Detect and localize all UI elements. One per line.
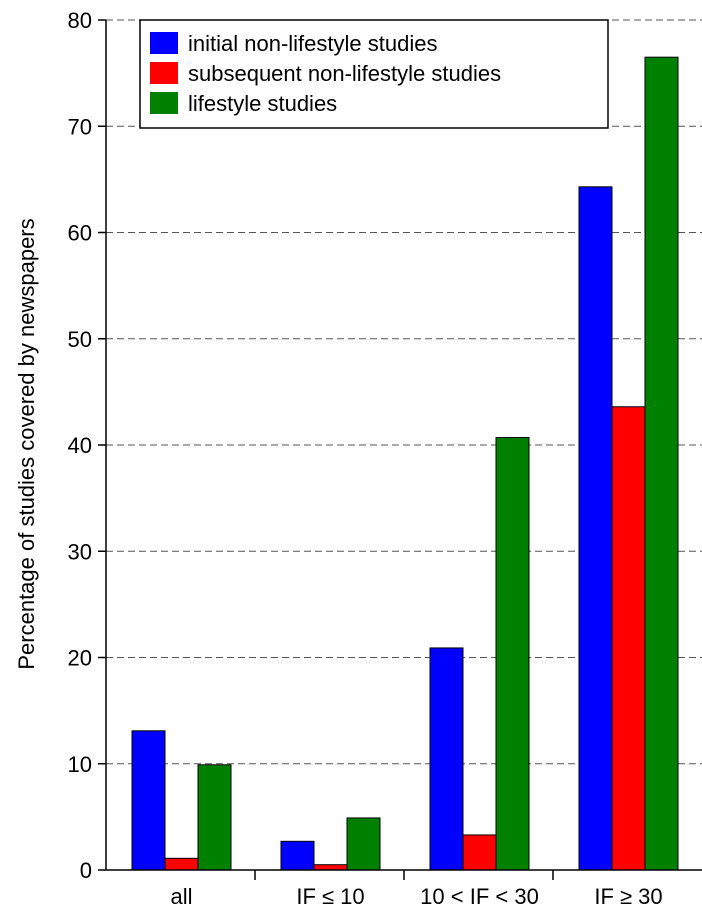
legend-label: initial non-lifestyle studies: [188, 31, 437, 56]
x-tick-label: IF ≥ 30: [594, 884, 662, 909]
x-tick-labels: all IF ≤ 10 10 < IF < 30 IF ≥ 30: [170, 884, 662, 909]
y-tick-label: 30: [68, 539, 92, 564]
bar: [578, 186, 613, 871]
y-tick-label: 10: [68, 752, 92, 777]
bar: [346, 817, 381, 871]
y-axis-title: Percentage of studies covered by newspap…: [14, 218, 39, 669]
legend-swatch: [150, 32, 178, 54]
bar: [611, 406, 646, 871]
bar: [462, 834, 497, 871]
bar: [495, 437, 530, 871]
legend-label: lifestyle studies: [188, 91, 337, 116]
y-tick-label: 80: [68, 8, 92, 33]
bar: [197, 764, 232, 871]
y-tick-label: 0: [80, 858, 92, 883]
axes: [98, 19, 702, 880]
bars: [131, 56, 679, 871]
bar: [313, 864, 348, 871]
x-tick-label: IF ≤ 10: [296, 884, 364, 909]
bar: [280, 840, 315, 871]
bar: [164, 857, 199, 871]
bar: [131, 730, 166, 871]
y-tick-label: 40: [68, 433, 92, 458]
bar: [644, 56, 679, 871]
legend-label: subsequent non-lifestyle studies: [188, 61, 501, 86]
x-tick-label: 10 < IF < 30: [420, 884, 539, 909]
y-tick-label: 70: [68, 114, 92, 139]
legend-swatch: [150, 62, 178, 84]
y-tick-label: 60: [68, 221, 92, 246]
y-tick-label: 20: [68, 646, 92, 671]
legend-swatch: [150, 92, 178, 114]
y-tick-labels: 0 10 20 30 40 50 60 70 80: [68, 8, 92, 883]
bar: [429, 647, 464, 871]
legend-box: [139, 19, 609, 129]
legend: initial non-lifestyle studies subsequent …: [139, 19, 609, 129]
x-tick-label: all: [170, 884, 192, 909]
y-tick-label: 50: [68, 327, 92, 352]
